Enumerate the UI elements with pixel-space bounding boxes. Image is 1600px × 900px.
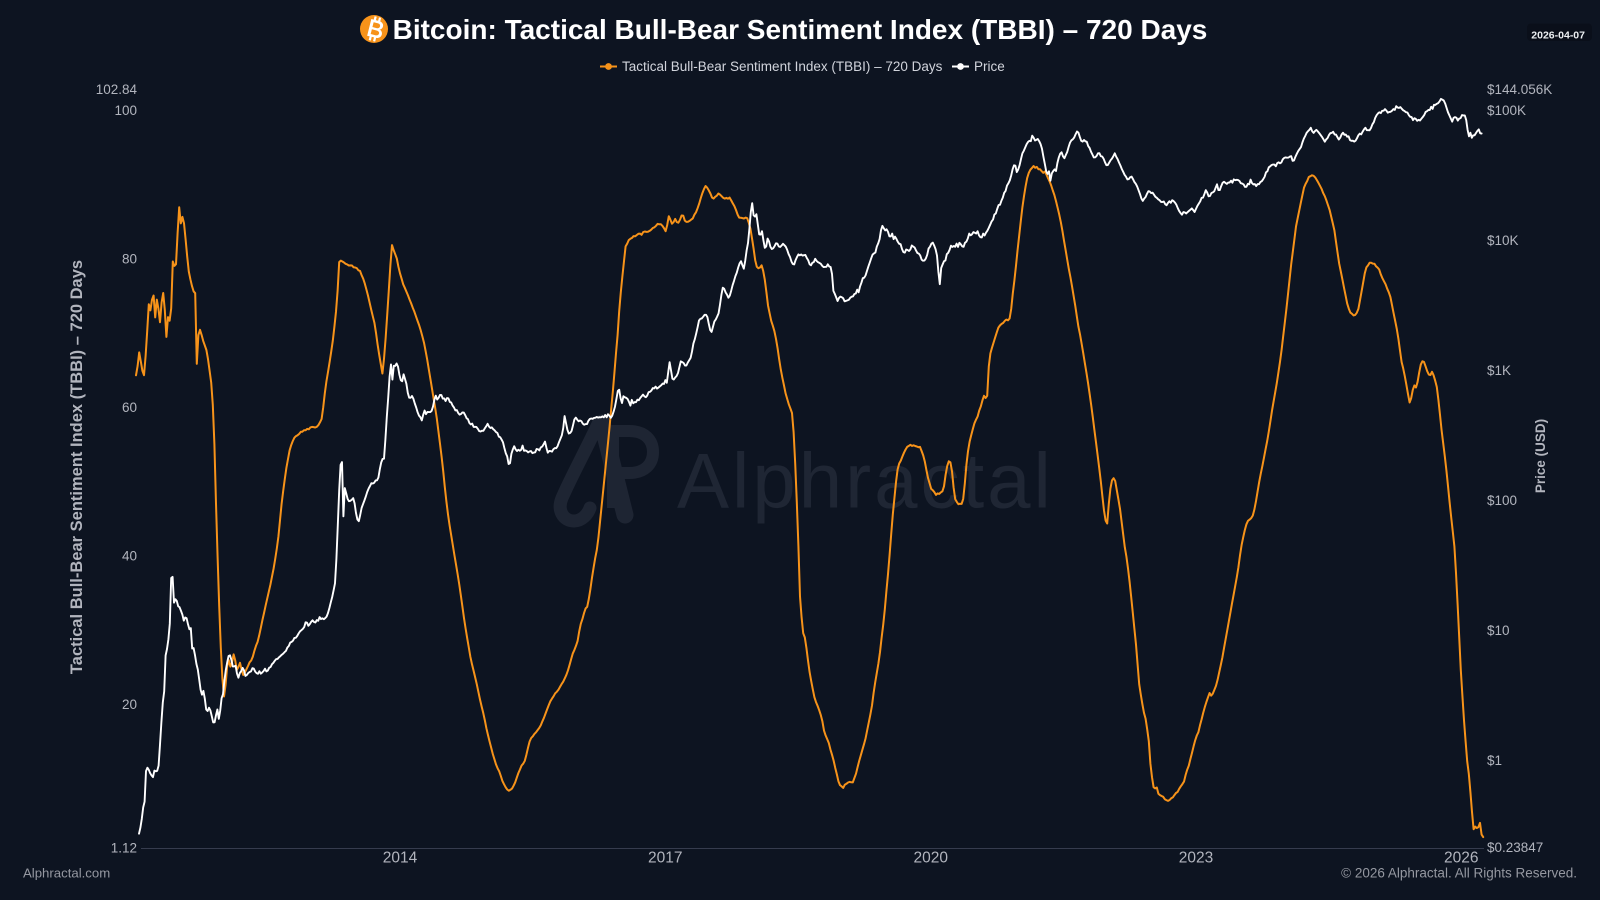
- svg-text:2020: 2020: [913, 850, 948, 867]
- svg-text:2026-04-07: 2026-04-07: [1531, 30, 1585, 42]
- svg-text:2023: 2023: [1179, 850, 1213, 867]
- svg-text:© 2026 Alphractal. All Rights: © 2026 Alphractal. All Rights Reserved.: [1341, 866, 1577, 881]
- svg-text:Price (USD): Price (USD): [1533, 419, 1548, 493]
- svg-text:Tactical Bull-Bear Sentiment I: Tactical Bull-Bear Sentiment Index (TBBI…: [622, 59, 943, 74]
- svg-text:40: 40: [122, 549, 137, 564]
- svg-text:$144.056K: $144.056K: [1487, 82, 1552, 97]
- svg-text:$10: $10: [1487, 623, 1510, 638]
- svg-text:$100: $100: [1487, 493, 1517, 508]
- svg-text:80: 80: [122, 252, 137, 267]
- svg-text:100: 100: [114, 103, 137, 118]
- svg-text:2017: 2017: [648, 850, 682, 867]
- svg-text:102.84: 102.84: [96, 82, 138, 97]
- svg-text:2014: 2014: [383, 850, 418, 867]
- svg-text:1.12: 1.12: [111, 841, 137, 856]
- svg-text:Tactical Bull-Bear Sentiment I: Tactical Bull-Bear Sentiment Index (TBBI…: [68, 260, 86, 674]
- svg-text:Alphractal.com: Alphractal.com: [23, 866, 110, 881]
- svg-text:2026: 2026: [1444, 850, 1478, 867]
- svg-text:$0.23847: $0.23847: [1487, 840, 1543, 855]
- svg-text:20: 20: [122, 697, 137, 712]
- svg-text:$1: $1: [1487, 753, 1502, 768]
- svg-text:Price: Price: [974, 59, 1005, 74]
- svg-text:$1K: $1K: [1487, 363, 1511, 378]
- svg-text:$10K: $10K: [1487, 233, 1519, 248]
- svg-text:Alphractal: Alphractal: [677, 437, 1054, 525]
- svg-text:$100K: $100K: [1487, 103, 1526, 118]
- svg-text:Bitcoin: Tactical Bull-Bear Se: Bitcoin: Tactical Bull-Bear Sentiment In…: [393, 14, 1208, 45]
- svg-text:60: 60: [122, 400, 137, 415]
